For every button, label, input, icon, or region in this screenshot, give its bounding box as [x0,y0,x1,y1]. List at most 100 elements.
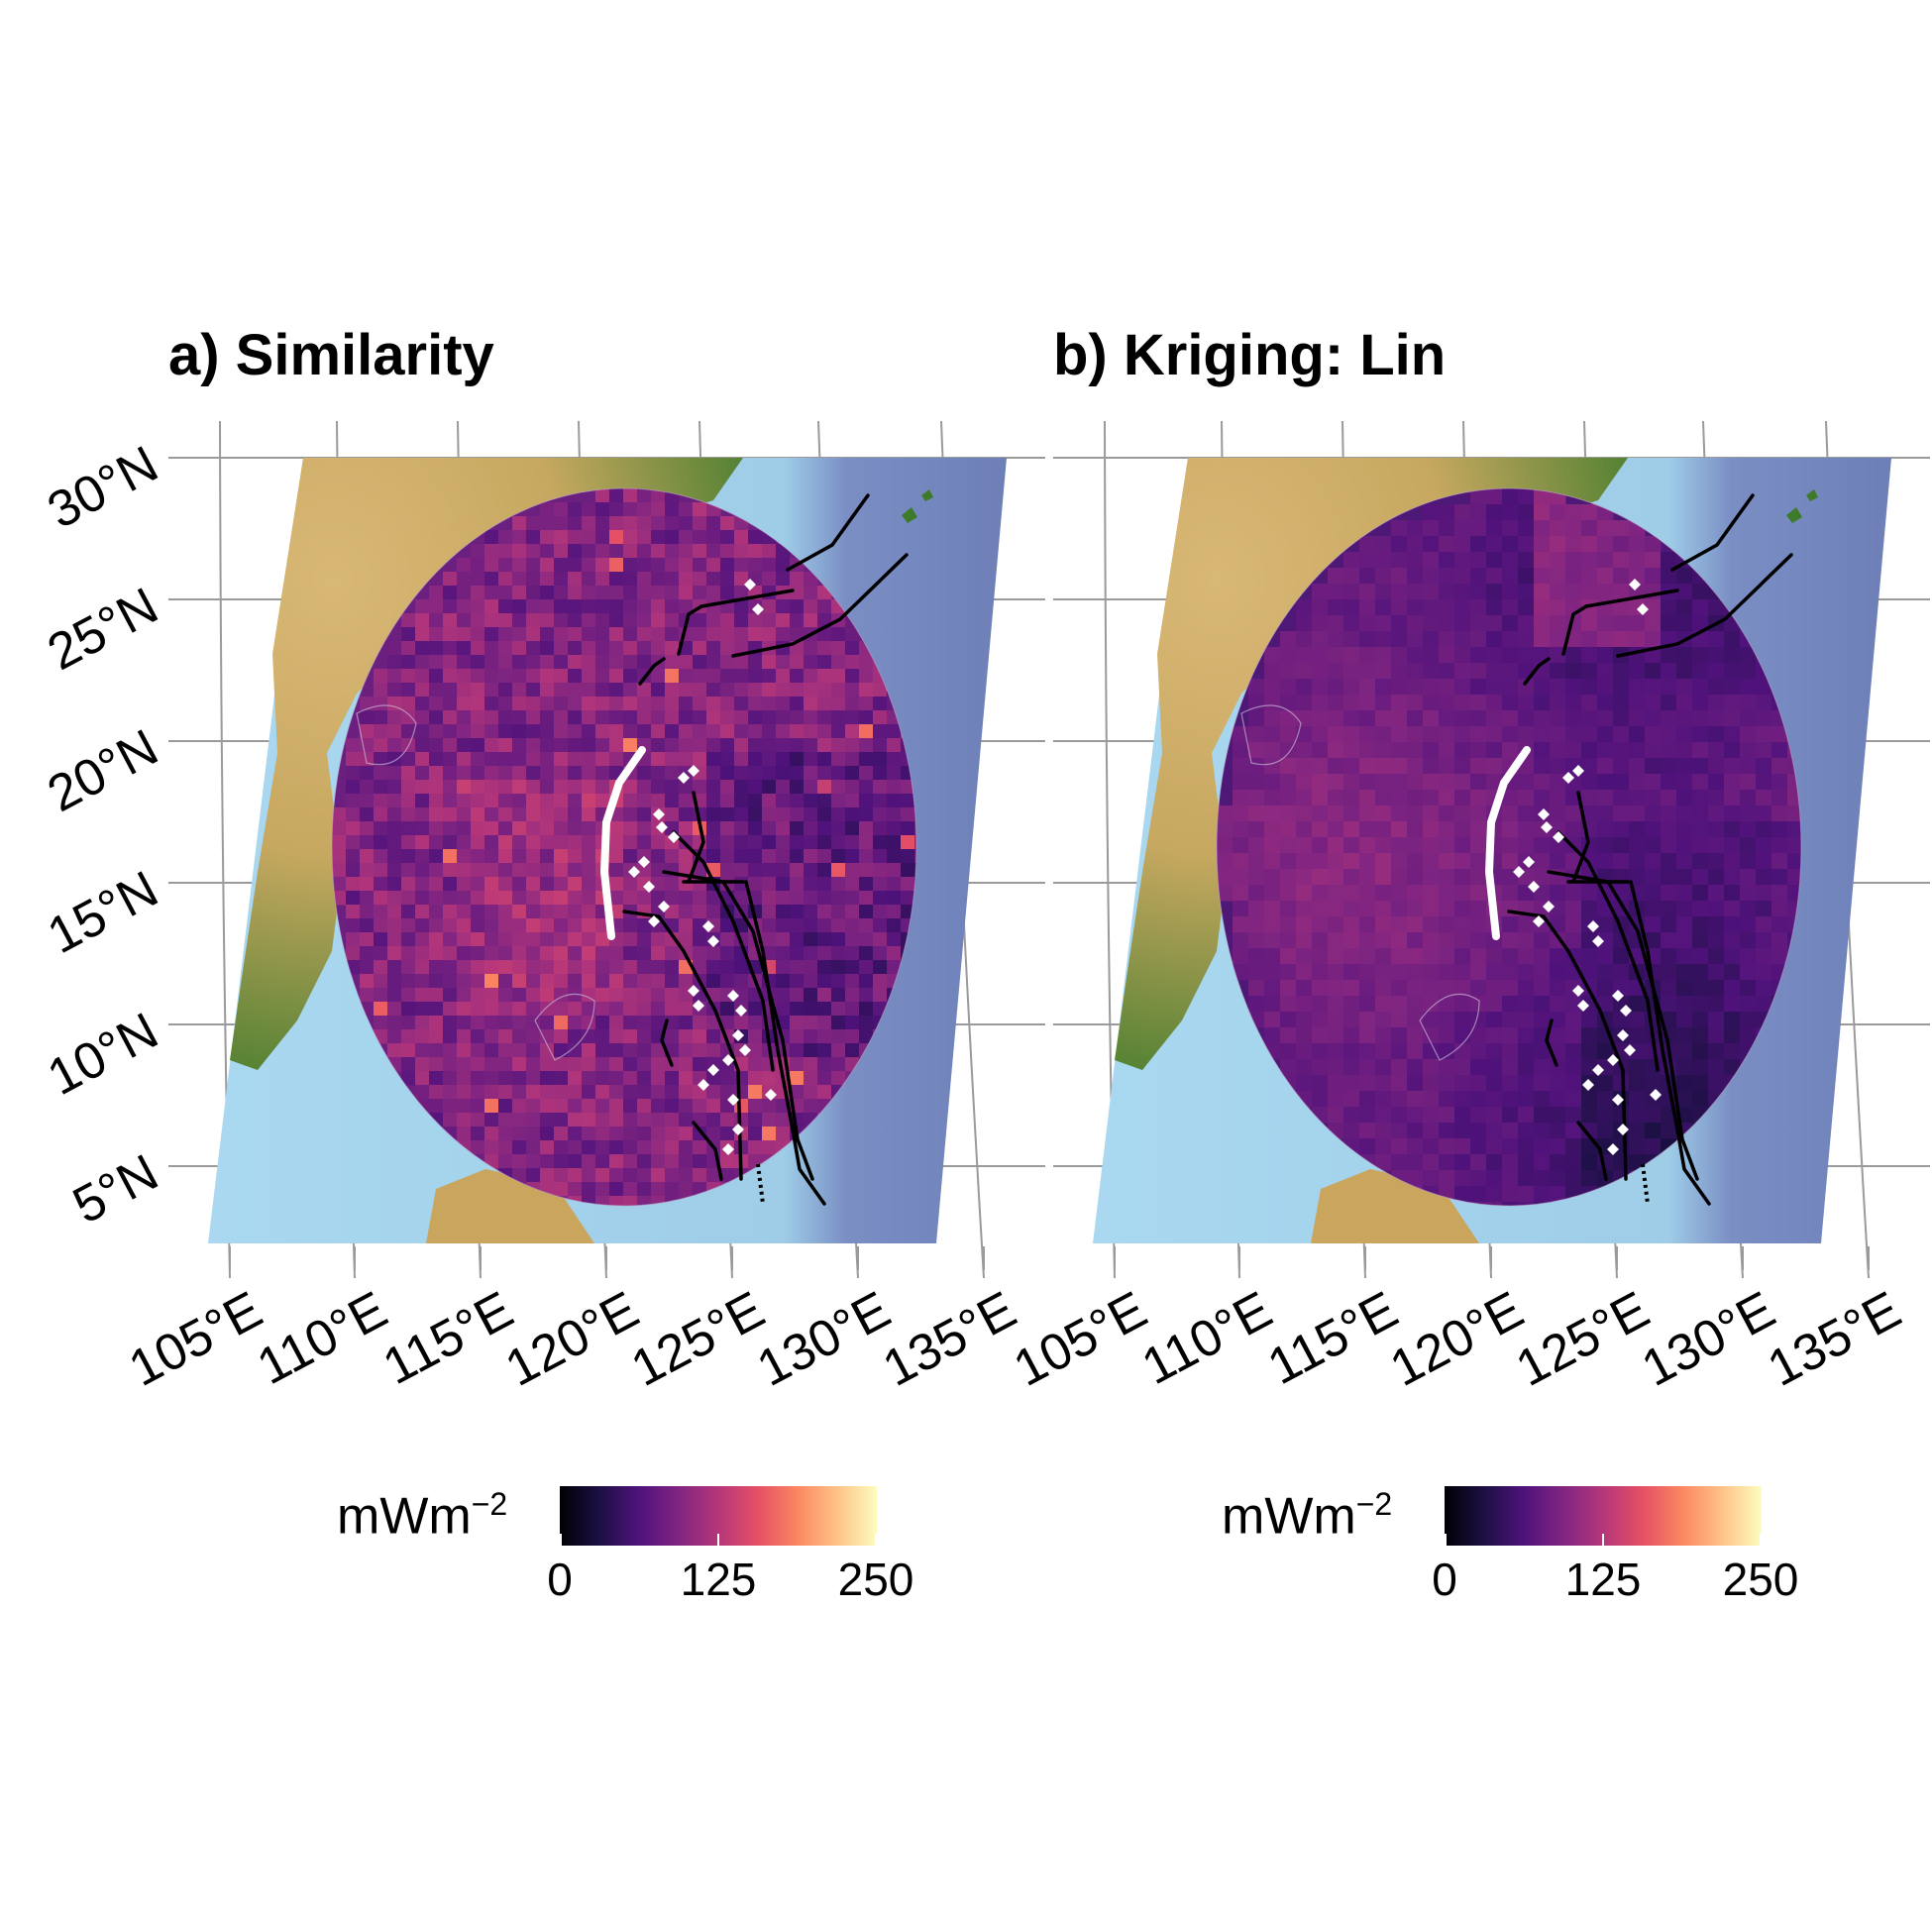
plate-boundary [677,604,703,656]
volcano-marker [1617,1029,1629,1041]
volcano-marker [1572,985,1584,997]
plate-boundary [1616,553,1793,658]
volcano-marker [1553,831,1564,843]
volcano-marker [765,1089,777,1101]
volcano-marker [1541,821,1553,833]
plate-boundary [1576,1121,1608,1181]
volcano-marker [1592,935,1604,947]
volcano-marker [638,856,650,868]
volcano-marker [735,1005,747,1017]
volcano-marker [1617,1124,1629,1135]
volcano-marker [1562,772,1574,784]
volcano-marker [656,821,668,833]
legend-a-tick-125 [717,1534,719,1546]
volcano-marker [1523,856,1535,868]
legend-b-label-0: 0 [1432,1554,1457,1605]
plate-boundary [1571,791,1590,884]
volcano-marker [658,901,670,912]
volcano-marker [1607,1054,1619,1066]
mainland-asia [1115,458,1628,1070]
spreading-ridge [599,746,646,940]
plate-boundary [1670,493,1755,572]
volcano-marker [707,1064,719,1076]
volcano-marker [628,866,640,878]
volcano-marker [1637,603,1649,615]
volcano-marker [688,985,699,997]
legend-b-tick-125 [1602,1534,1604,1546]
volcano-marker [1592,1064,1604,1076]
plate-boundary [1584,589,1679,608]
volcano-marker [1582,1079,1594,1091]
volcano-marker [707,935,719,947]
plate-boundary [622,910,743,1181]
plate-boundary [672,830,775,1072]
volcano-marker [1612,1094,1624,1106]
plate-boundary [1507,910,1628,1181]
volcano-marker [648,915,660,927]
plate-boundary [699,589,795,608]
volcano-marker [698,1079,709,1091]
legend-b-label-125: 125 [1564,1554,1642,1605]
plate-boundary [638,657,666,686]
legend-a-tick-250 [875,1534,877,1546]
map-panel-kriging [1053,420,1930,1279]
plate-boundary [1545,1019,1558,1067]
plate-boundary [786,493,870,572]
volcano-marker [727,1094,739,1106]
legend-b-title: mWm−2 [1222,1486,1393,1546]
volcano-marker [732,1124,744,1135]
heatflow-raster [1217,488,1801,1206]
volcano-marker [702,920,714,932]
heatflow-raster [332,488,916,1206]
volcano-marker [678,772,690,784]
volcano-marker [722,1054,734,1066]
spreading-ridge [1484,746,1531,940]
volcano-marker [693,1000,704,1012]
plate-boundary [1629,880,1711,1206]
volcano-marker [1538,808,1550,820]
plate-boundary [731,553,909,658]
panel-a-title: a) Similarity [168,323,494,387]
plate-boundary [1523,657,1551,686]
volcano-marker [668,831,680,843]
legend-a-tick-0 [560,1534,562,1546]
legend-b-tick-0 [1445,1534,1447,1546]
legend-a-title: mWm−2 [337,1486,508,1546]
volcano-marker [1577,1000,1589,1012]
volcano-marker [744,579,756,590]
volcano-marker [1620,1005,1632,1017]
volcano-marker [653,808,665,820]
volcano-marker [739,1044,751,1056]
volcano-marker [1629,579,1641,590]
volcano-marker [1543,901,1555,912]
plate-boundary [1561,604,1588,656]
panel-b-title: b) Kriging: Lin [1053,323,1447,387]
legend-b-tick-250 [1760,1534,1762,1546]
contour-lines [1240,704,1480,1061]
ryukyu-islands [1786,489,1818,523]
mainland-asia [230,458,743,1070]
legend-b-label-250: 250 [1722,1554,1799,1605]
plate-boundary [1556,830,1660,1072]
volcano-marker [722,1143,734,1155]
volcano-marker [1572,765,1584,777]
volcano-marker [732,1029,744,1041]
volcano-marker [727,990,739,1002]
legend-a-label-250: 250 [837,1554,914,1605]
volcano-marker [1513,866,1525,878]
plate-boundary [692,1121,723,1181]
plate-boundary [660,1019,674,1067]
volcano-marker [1650,1089,1662,1101]
map-panel-similarity [168,420,1045,1279]
volcano-marker [1607,1143,1619,1155]
ryukyu-islands [902,489,933,523]
plate-boundary [687,791,705,884]
volcano-marker [1587,920,1599,932]
volcano-marker [1612,990,1624,1002]
plate-boundary [744,880,826,1206]
legend-a-label-0: 0 [547,1554,573,1605]
volcano-marker [752,603,764,615]
volcano-marker [688,765,699,777]
volcano-marker [1624,1044,1636,1056]
